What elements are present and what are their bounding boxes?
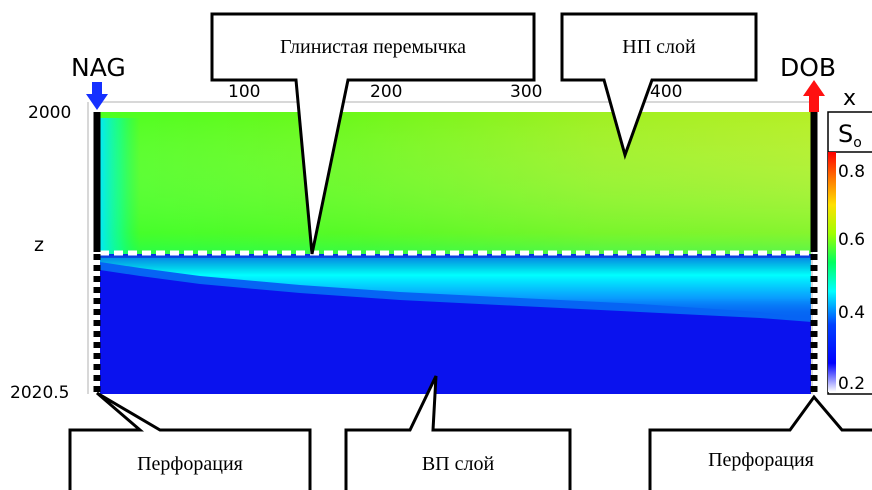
z-top-label: 2000 <box>28 103 71 123</box>
z-bottom-label: 2020.5 <box>10 383 69 403</box>
well-label-nag: NAG <box>71 53 126 82</box>
callout-vp-layer-text: ВП слой <box>422 453 495 475</box>
colorbar-tick-0.8: 0.8 <box>838 162 865 182</box>
injection-arrow-icon <box>86 82 108 110</box>
x-tick-100: 100 <box>228 82 260 102</box>
saturation-field <box>100 112 812 394</box>
colorbar-tick-0.6: 0.6 <box>838 230 865 250</box>
callout-np-layer-text: НП слой <box>622 36 696 58</box>
x-tick-200: 200 <box>370 82 402 102</box>
colorbar-gradient <box>828 152 836 392</box>
callout-clay-bridge: Глинистая перемычка <box>210 12 536 255</box>
production-arrow-icon <box>803 80 825 112</box>
callout-np-layer: НП слой <box>560 12 758 160</box>
colorbar-tick-0.2: 0.2 <box>838 374 865 394</box>
callout-perforation-left-text: Перфорация <box>137 453 243 475</box>
x-axis-label: x <box>843 86 856 111</box>
callout-perforation-right: Перфорация <box>648 394 872 490</box>
z-axis-label: z <box>34 234 44 256</box>
callout-clay-bridge-text: Глинистая перемычка <box>280 36 466 58</box>
callout-perforation-left: Перфорация <box>68 391 312 490</box>
well-label-dob: DOB <box>780 53 836 82</box>
callout-vp-layer: ВП слой <box>344 375 572 490</box>
colorbar-tick-0.4: 0.4 <box>838 303 865 323</box>
colorbar-title: So <box>838 120 862 151</box>
x-tick-300: 300 <box>510 82 542 102</box>
colorbar: So 0.8 0.6 0.4 0.2 <box>827 111 872 395</box>
injector-plume <box>100 118 140 254</box>
x-tick-400: 400 <box>650 82 682 102</box>
water-oil-interface <box>100 252 812 318</box>
callout-perforation-right-text: Перфорация <box>708 449 814 471</box>
